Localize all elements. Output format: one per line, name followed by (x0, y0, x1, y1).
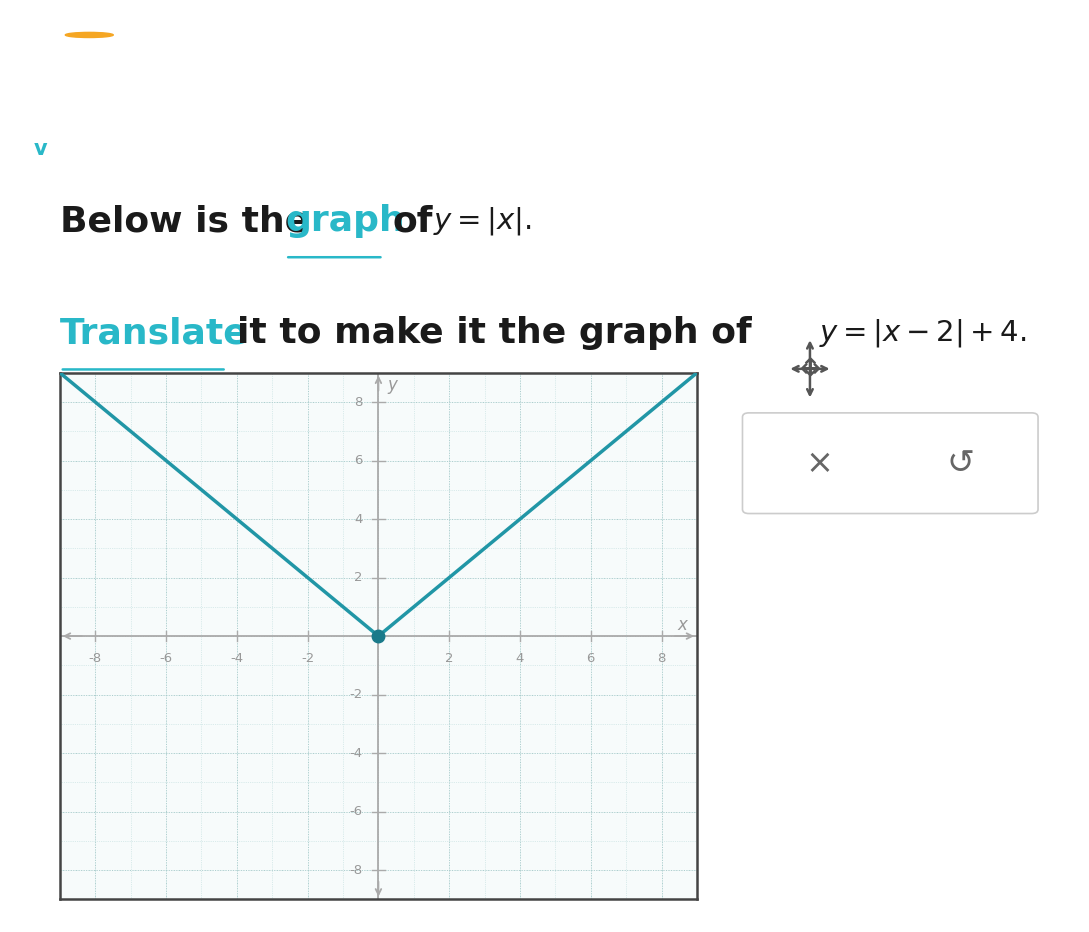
Text: -4: -4 (230, 652, 244, 665)
Text: -2: -2 (350, 688, 363, 701)
Text: ↕: ↕ (799, 357, 820, 381)
Text: $y=|x-2|+4.$: $y=|x-2|+4.$ (819, 318, 1026, 350)
Text: 2: 2 (445, 652, 453, 665)
Text: 6: 6 (354, 454, 363, 467)
Text: -6: -6 (159, 652, 173, 665)
Text: Below is the: Below is the (60, 204, 309, 239)
Text: 4: 4 (354, 513, 363, 526)
Text: 8: 8 (658, 652, 665, 665)
Text: graph: graph (285, 204, 405, 239)
Text: Graphs and Functions: Graphs and Functions (109, 21, 276, 36)
Text: of: of (392, 204, 432, 239)
Text: Translate: Translate (60, 316, 248, 350)
Text: -8: -8 (350, 864, 363, 877)
Text: ↔: ↔ (799, 357, 820, 381)
Text: -2: -2 (301, 652, 315, 665)
Text: it to make it the graph of: it to make it the graph of (237, 316, 752, 350)
Text: 2: 2 (354, 571, 363, 584)
Text: 4: 4 (516, 652, 524, 665)
Text: ↺: ↺ (947, 446, 975, 480)
Text: v: v (34, 139, 48, 159)
Text: y: y (387, 376, 396, 393)
Text: 8: 8 (354, 395, 363, 408)
Text: Translating the graph of an absolute value function: Two steps: Translating the graph of an absolute val… (109, 67, 744, 85)
Text: -6: -6 (350, 805, 363, 818)
Text: -8: -8 (88, 652, 102, 665)
Text: $y=|x|.$: $y=|x|.$ (433, 205, 533, 237)
Text: -4: -4 (350, 747, 363, 760)
Circle shape (65, 33, 113, 37)
Text: x: x (677, 616, 688, 634)
FancyBboxPatch shape (743, 413, 1038, 514)
Text: ×: × (806, 446, 833, 480)
Text: 6: 6 (587, 652, 595, 665)
